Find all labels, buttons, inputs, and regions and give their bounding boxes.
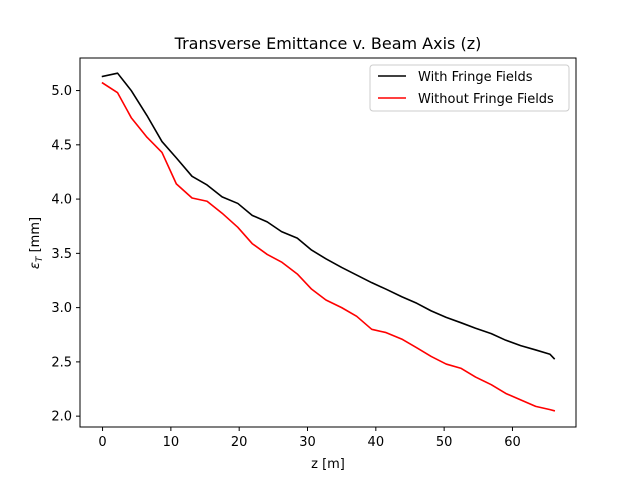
legend: With Fringe Fields Without Fringe Fields xyxy=(369,64,570,112)
y-axis-label: εT [mm] xyxy=(28,217,45,269)
series-line-with-fringe xyxy=(101,72,556,360)
series-line-without-fringe xyxy=(101,81,556,412)
y-tick-label: 2.5 xyxy=(51,355,72,370)
x-tick-label: 50 xyxy=(436,435,453,450)
y-tick-label: 4.5 xyxy=(51,138,72,153)
legend-box xyxy=(369,64,570,112)
y-axis-ticks: 2.0 2.5 3.0 3.5 4.0 4.5 5.0 xyxy=(51,84,80,425)
y-axis-symbol: ε xyxy=(28,262,43,269)
legend-label-without-fringe: Without Fringe Fields xyxy=(418,92,554,107)
legend-label-with-fringe: With Fringe Fields xyxy=(418,70,533,85)
y-tick-label: 2.0 xyxy=(51,410,72,425)
y-tick-label: 3.5 xyxy=(51,247,72,262)
x-tick-label: 0 xyxy=(98,435,106,450)
y-tick-label: 3.0 xyxy=(51,301,72,316)
y-axis-subscript: T xyxy=(35,255,45,262)
x-axis-label: z [m] xyxy=(311,457,345,472)
x-tick-label: 30 xyxy=(299,435,316,450)
plot-frame xyxy=(79,57,577,428)
x-tick-label: 10 xyxy=(163,435,180,450)
y-tick-label: 5.0 xyxy=(51,84,72,99)
x-tick-label: 20 xyxy=(231,435,248,450)
chart-title: Transverse Emittance v. Beam Axis (z) xyxy=(174,34,482,53)
x-tick-label: 60 xyxy=(504,435,521,450)
y-tick-label: 4.0 xyxy=(51,193,72,208)
x-tick-label: 40 xyxy=(368,435,385,450)
series-lines xyxy=(101,72,556,412)
x-axis-ticks: 0 10 20 30 40 50 60 xyxy=(98,427,521,450)
y-axis-unit: [mm] xyxy=(28,217,43,257)
